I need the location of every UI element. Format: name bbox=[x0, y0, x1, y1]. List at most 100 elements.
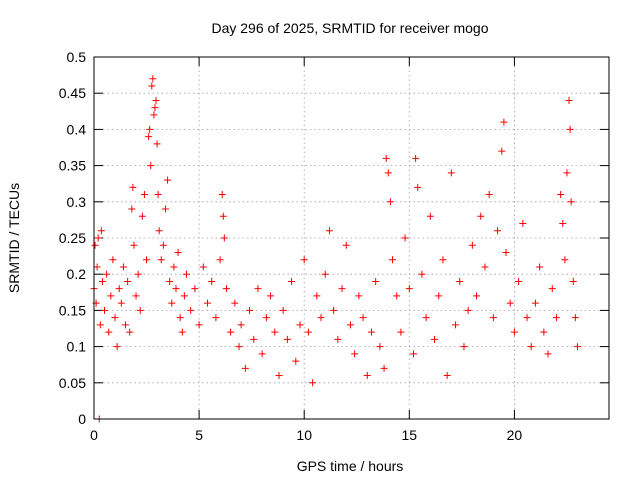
data-point bbox=[149, 75, 157, 83]
data-point bbox=[426, 212, 434, 220]
data-point bbox=[573, 343, 581, 351]
data-point bbox=[431, 335, 439, 343]
data-point bbox=[304, 328, 312, 336]
data-point bbox=[456, 277, 464, 285]
data-point bbox=[506, 299, 514, 307]
data-point bbox=[443, 372, 451, 380]
data-point bbox=[97, 227, 105, 235]
data-point bbox=[98, 277, 106, 285]
data-point bbox=[548, 285, 556, 293]
data-point bbox=[367, 328, 375, 336]
data-point bbox=[204, 299, 212, 307]
data-point bbox=[519, 220, 527, 228]
data-point bbox=[237, 321, 245, 329]
y-tick-label: 0.4 bbox=[67, 121, 87, 137]
data-point bbox=[363, 372, 371, 380]
data-point bbox=[218, 191, 226, 199]
data-point bbox=[166, 277, 174, 285]
data-point bbox=[510, 328, 518, 336]
data-point bbox=[376, 343, 384, 351]
data-point bbox=[566, 125, 574, 133]
data-point bbox=[107, 292, 115, 300]
data-point bbox=[262, 314, 270, 322]
data-point bbox=[410, 350, 418, 358]
data-points bbox=[90, 75, 581, 423]
data-point bbox=[536, 263, 544, 271]
data-point bbox=[393, 292, 401, 300]
data-point bbox=[231, 299, 239, 307]
data-point bbox=[235, 343, 243, 351]
x-axis-label: GPS time / hours bbox=[297, 458, 404, 474]
y-tick-label: 0.3 bbox=[67, 194, 87, 210]
data-point bbox=[119, 263, 127, 271]
data-point bbox=[152, 96, 160, 104]
y-tick-label: 0.2 bbox=[67, 266, 87, 282]
data-point bbox=[527, 343, 535, 351]
data-point bbox=[94, 234, 102, 242]
data-point bbox=[254, 285, 262, 293]
data-point bbox=[540, 328, 548, 336]
data-point bbox=[502, 248, 510, 256]
data-point bbox=[330, 306, 338, 314]
data-point bbox=[321, 270, 329, 278]
y-tick-label: 0 bbox=[78, 411, 86, 427]
x-tick-label: 0 bbox=[90, 427, 98, 443]
data-point bbox=[498, 147, 506, 155]
data-point bbox=[219, 212, 227, 220]
data-point bbox=[164, 176, 172, 184]
data-point bbox=[212, 314, 220, 322]
y-tick-label: 0.15 bbox=[59, 302, 86, 318]
grid-lines bbox=[94, 57, 609, 419]
data-point bbox=[296, 321, 304, 329]
data-point bbox=[464, 306, 472, 314]
x-tick-label: 5 bbox=[195, 427, 203, 443]
data-point bbox=[384, 169, 392, 177]
data-point bbox=[418, 270, 426, 278]
data-point bbox=[91, 241, 99, 249]
data-point bbox=[300, 256, 308, 264]
data-point bbox=[117, 299, 125, 307]
data-point bbox=[477, 212, 485, 220]
data-point bbox=[412, 154, 420, 162]
data-point bbox=[500, 118, 508, 126]
data-point bbox=[338, 285, 346, 293]
tick-labels: 0 0.05 0.1 0.15 0.2 0.25 0.3 0.35 0.4 0.45 0.5 0 5 10… bbox=[59, 49, 523, 443]
data-point bbox=[460, 343, 468, 351]
data-point bbox=[355, 292, 363, 300]
data-point bbox=[523, 314, 531, 322]
y-tick-label: 0.1 bbox=[67, 339, 87, 355]
x-tick-label: 10 bbox=[296, 427, 312, 443]
data-point bbox=[386, 198, 394, 206]
data-point bbox=[531, 299, 539, 307]
data-point bbox=[115, 285, 123, 293]
data-point bbox=[105, 328, 113, 336]
data-point bbox=[283, 335, 291, 343]
chart-title: Day 296 of 2025, SRMTID for receiver mog… bbox=[211, 20, 488, 36]
data-point bbox=[334, 335, 342, 343]
data-point bbox=[559, 220, 567, 228]
data-point bbox=[346, 321, 354, 329]
data-point bbox=[372, 277, 380, 285]
data-point bbox=[174, 248, 182, 256]
data-point bbox=[515, 277, 523, 285]
y-tick-label: 0.45 bbox=[59, 85, 86, 101]
data-point bbox=[148, 82, 156, 90]
data-point bbox=[351, 350, 359, 358]
data-point bbox=[113, 343, 121, 351]
data-point bbox=[481, 263, 489, 271]
data-point bbox=[227, 328, 235, 336]
data-point bbox=[468, 241, 476, 249]
data-point bbox=[151, 104, 159, 112]
data-point bbox=[279, 306, 287, 314]
data-point bbox=[161, 205, 169, 213]
data-point bbox=[544, 350, 552, 358]
data-point bbox=[170, 263, 178, 271]
data-point bbox=[153, 140, 161, 148]
data-point bbox=[145, 133, 153, 141]
data-point bbox=[267, 292, 275, 300]
data-point bbox=[143, 256, 151, 264]
data-point bbox=[250, 335, 258, 343]
data-point bbox=[275, 372, 283, 380]
data-point bbox=[359, 314, 367, 322]
